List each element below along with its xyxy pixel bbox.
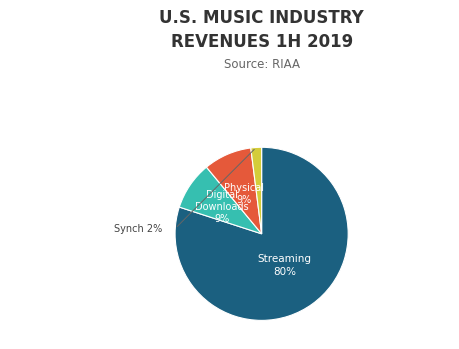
Wedge shape [207,148,262,234]
Text: U.S. MUSIC INDUSTRY: U.S. MUSIC INDUSTRY [159,9,364,27]
Text: Source: RIAA: Source: RIAA [224,58,300,70]
Text: Digital
Downloads
9%: Digital Downloads 9% [196,190,249,224]
Text: Synch 2%: Synch 2% [114,224,162,233]
Text: FIGURE 2: FIGURE 2 [15,64,24,118]
Wedge shape [179,167,262,234]
Text: Streaming
80%: Streaming 80% [257,254,312,277]
Text: REVENUES 1H 2019: REVENUES 1H 2019 [170,33,353,51]
Wedge shape [251,147,262,234]
Wedge shape [175,147,348,320]
Text: Physical
9%: Physical 9% [224,183,264,205]
